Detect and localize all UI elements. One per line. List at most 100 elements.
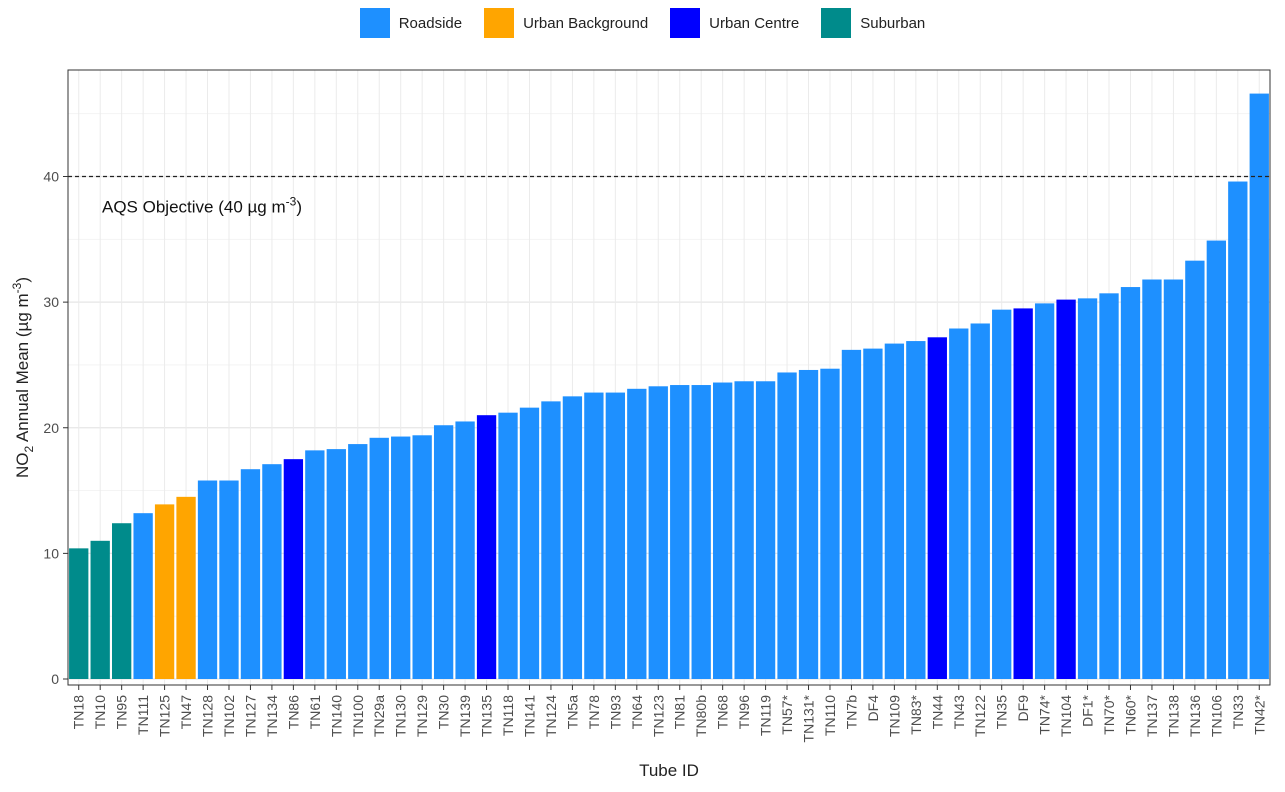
bar: [777, 372, 797, 679]
plot-frame: [67, 69, 1271, 686]
x-tick-label: TN93: [607, 695, 623, 729]
x-tick-label: TN134: [264, 695, 280, 737]
legend-item: Roadside: [359, 8, 462, 38]
bar: [863, 348, 883, 679]
bar: [1120, 287, 1141, 679]
bar: [1228, 181, 1248, 679]
x-tick-label: TN35: [994, 695, 1010, 729]
bar: [970, 323, 990, 679]
x-axis-label: Tube ID: [639, 761, 699, 780]
bar: [90, 540, 110, 679]
legend-swatch: [359, 8, 390, 38]
x-tick-label: TN83*: [908, 694, 924, 734]
x-tick-label: TN47: [178, 695, 194, 729]
bar: [1185, 260, 1205, 679]
x-tick-label: TN130: [393, 695, 409, 737]
x-tick-label: TN118: [500, 695, 516, 736]
bar: [348, 444, 368, 679]
legend-label: Suburban: [860, 14, 926, 32]
x-tick-label: TN18: [71, 695, 87, 729]
y-tick-label: 10: [43, 545, 59, 561]
bar: [1056, 299, 1076, 679]
aqs-objective-label: AQS Objective (40 µg m-3): [102, 195, 302, 217]
x-tick-label: TN60*: [1122, 694, 1138, 734]
bars: [69, 93, 1269, 679]
x-tick-label: TN61: [307, 695, 323, 729]
bar: [412, 435, 432, 679]
y-tick-label: 40: [43, 169, 59, 185]
x-tick-label: TN123: [650, 695, 666, 737]
x-tick-label: TN135: [479, 695, 495, 737]
bar: [820, 368, 840, 679]
x-tick-label: TN124: [543, 695, 559, 737]
x-tick-label: TN106: [1208, 695, 1224, 737]
bar: [584, 392, 604, 679]
x-tick-label: TN139: [457, 695, 473, 737]
x-tick-label: TN70*: [1101, 694, 1117, 734]
bar: [1077, 298, 1098, 679]
x-tick-label: TN110: [822, 695, 838, 736]
x-tick-label: TN129: [414, 695, 430, 737]
x-tick-label: DF1*: [1080, 694, 1096, 726]
x-tick-label: TN100: [350, 695, 366, 737]
x-tick-label: TN33: [1230, 695, 1246, 729]
bar: [326, 449, 346, 679]
y-axis-label: NO2 Annual Mean (µg m-3): [10, 277, 36, 478]
bar: [305, 450, 325, 679]
x-tick-label: TN141: [521, 695, 537, 737]
bar: [734, 381, 754, 679]
bar: [562, 396, 583, 679]
bar: [949, 328, 969, 679]
x-tick-label: TN104: [1058, 695, 1074, 737]
x-tick-label: TN95: [114, 695, 130, 729]
y-tick-label: 30: [43, 294, 59, 310]
legend-item: Urban Centre: [670, 8, 799, 38]
x-tick-label: TN78: [586, 695, 602, 729]
x-tick-label: TN111: [135, 695, 151, 735]
bar: [648, 386, 668, 679]
x-tick-label: TN131*: [801, 694, 817, 742]
bar: [841, 349, 862, 679]
x-axis-ticks: TN18 TN10 TN95 TN111 TN125 TN47 TN128 TN102 TN12…: [71, 685, 1267, 742]
x-tick-label: TN125: [157, 695, 173, 737]
bar: [906, 341, 926, 679]
bar: [197, 480, 218, 679]
bar: [1206, 240, 1226, 679]
bar: [283, 459, 304, 679]
x-tick-label: TN138: [1165, 695, 1181, 737]
legend-swatch: [484, 8, 515, 38]
bar: [219, 480, 239, 679]
legend-label: Urban Background: [523, 14, 649, 32]
bar: [627, 388, 647, 679]
bar: [713, 382, 733, 679]
bar: [1013, 308, 1033, 679]
y-tick-label: 0: [51, 671, 59, 687]
bar: [433, 425, 454, 679]
x-tick-label: DF9: [1015, 695, 1031, 722]
legend-swatch: [821, 8, 852, 38]
bar: [154, 504, 175, 679]
bar: [498, 412, 518, 679]
x-tick-label: TN30: [436, 695, 452, 729]
legend-swatch: [670, 8, 701, 38]
y-tick-label: 20: [43, 420, 59, 436]
x-tick-label: TN68: [715, 695, 731, 729]
bar: [605, 392, 625, 679]
x-tick-label: TN5a: [564, 695, 580, 729]
bar: [691, 385, 711, 679]
bar: [369, 437, 389, 679]
x-tick-label: TN137: [1144, 695, 1160, 737]
x-tick-label: TN109: [886, 695, 902, 737]
x-tick-label: TN136: [1187, 695, 1203, 737]
x-tick-label: DF4: [865, 695, 881, 722]
bar: [133, 513, 153, 679]
x-tick-label: TN7b: [843, 695, 859, 729]
bar: [476, 415, 497, 679]
x-tick-label: TN86: [285, 695, 301, 729]
bar: [670, 385, 690, 679]
x-tick-label: TN74*: [1037, 694, 1053, 734]
x-tick-label: TN64: [629, 695, 645, 729]
x-tick-label: TN57*: [779, 694, 795, 734]
x-tick-label: TN81: [672, 695, 688, 729]
